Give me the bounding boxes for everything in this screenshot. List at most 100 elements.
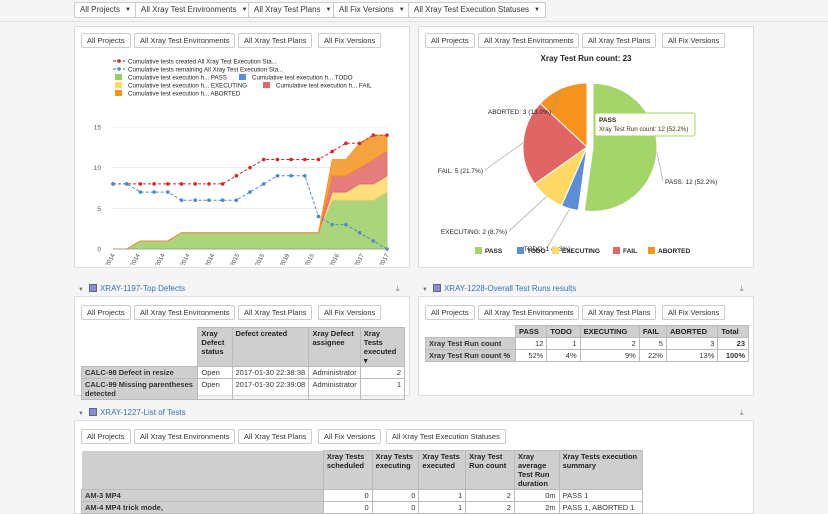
column-header: PASS (514, 325, 548, 338)
row-header[interactable]: AM-3 MP4 (81, 489, 324, 502)
row-header[interactable]: AM-4 MP4 trick mode, (81, 501, 324, 514)
row-header[interactable]: CALC-99 Missing parentheses detected (80, 378, 199, 400)
collapse-triangle-icon[interactable]: ▼ (422, 287, 428, 293)
defects-panel: All Projects All Xray Test Environments … (74, 296, 410, 400)
tests-environments-button[interactable]: All Xray Test Environments (134, 429, 236, 444)
data-point (124, 182, 129, 186)
data-point (275, 157, 280, 162)
pie-legend-box (475, 247, 482, 254)
plans-filter-dropdown[interactable]: All Xray Test Plans ▼ (248, 2, 338, 18)
data-point (152, 182, 156, 186)
panel-environments-button[interactable]: All Xray Test Environments (134, 33, 236, 48)
table-cell: 0 (371, 501, 420, 514)
pie-tooltip-text: Xray Test Run count: 12 (52.2%) (599, 126, 688, 133)
pie-plans-button[interactable]: All Xray Test Plans (582, 33, 657, 48)
x-tick-label: Nov 19 2014 (195, 253, 217, 265)
x-tick-label: Jan 16 2017 (370, 253, 391, 265)
total-cell: 100% (717, 349, 749, 362)
defects-plans-button[interactable]: All Xray Test Plans (238, 305, 313, 320)
statuses-filter-dropdown[interactable]: All Xray Test Execution Statuses ▼ (408, 2, 546, 18)
legend-label: Cumulative test execution h... PASS (128, 75, 227, 82)
defects-gadget-header[interactable]: ▼ XRAY-1197-Top Defects (78, 280, 185, 297)
row-header: Xray Test Run count % (425, 349, 516, 362)
runs-panel: All Projects All Xray Test Environments … (418, 296, 754, 396)
table-row: CALC-98 Defect in resize Open 2017-01-30… (80, 366, 406, 379)
download-icon[interactable]: ⤓ (740, 408, 744, 417)
tests-gadget-title[interactable]: XRAY-1227-List of Tests (99, 408, 186, 417)
runs-plans-button[interactable]: All Xray Test Plans (582, 305, 657, 320)
panel-projects-button[interactable]: All Projects (81, 33, 131, 48)
pie-legend-box (613, 247, 620, 254)
data-point (234, 198, 239, 202)
tests-plans-button[interactable]: All Xray Test Plans (238, 429, 313, 444)
defects-environments-button[interactable]: All Xray Test Environments (134, 305, 236, 320)
tests-versions-button[interactable]: All Fix Versions (318, 429, 382, 444)
pie-legend-label: EXECUTING (562, 248, 600, 255)
legend-color-box (115, 74, 122, 80)
chevron-down-icon: ▼ (241, 7, 248, 13)
header-corner (81, 327, 199, 367)
collapse-triangle-icon[interactable]: ▼ (78, 411, 84, 417)
data-point (357, 141, 362, 146)
defects-versions-button[interactable]: All Fix Versions (318, 305, 382, 320)
y-tick-label: 5 (97, 206, 101, 213)
column-header: Xray Tests executed (418, 450, 467, 490)
versions-filter-label: All Fix Versions (339, 5, 394, 14)
x-tick-label: Jun 22 2015 (295, 253, 316, 265)
column-header: Xray Defect status (197, 327, 233, 367)
download-icon[interactable]: ⤓ (396, 284, 400, 293)
collapse-triangle-icon[interactable]: ▼ (78, 287, 84, 293)
x-tick-label: Jan 16 2019 (270, 253, 291, 265)
download-icon[interactable]: ⤓ (740, 284, 744, 293)
table-row: Xray Test Run count 12 1 2 5 3 23 (425, 337, 749, 350)
pie-versions-button[interactable]: All Fix Versions (662, 33, 726, 48)
tests-gadget-header[interactable]: ▼ XRAY-1227-List of Tests (78, 404, 186, 421)
tests-projects-button[interactable]: All Projects (81, 429, 131, 444)
table-header-row: Xray Defect status Defect created Xray D… (81, 327, 406, 367)
table-row: AM-3 MP4 0 0 1 2 0m PASS 1 (81, 489, 644, 502)
pie-leader-line (546, 208, 570, 249)
column-header: ABORTED (665, 325, 719, 338)
table-cell: 2 (359, 366, 406, 379)
data-point (261, 182, 266, 186)
data-point (385, 133, 389, 137)
table-cell: 0 (322, 501, 373, 514)
table-row: AM-4 MP4 trick mode, 0 0 1 2 2m PASS 1, … (81, 501, 644, 514)
defects-projects-button[interactable]: All Projects (81, 305, 131, 320)
versions-filter-dropdown[interactable]: All Fix Versions ▼ (333, 2, 411, 18)
panel-versions-button[interactable]: All Fix Versions (318, 33, 382, 48)
projects-filter-dropdown[interactable]: All Projects ▼ (74, 2, 137, 18)
defects-gadget-title[interactable]: XRAY-1197-Top Defects (99, 284, 186, 293)
table-cell: 2017-01-30 22:39:08 (231, 378, 310, 400)
tests-statuses-button[interactable]: All Xray Test Execution Statuses (386, 429, 506, 444)
gadget-icon (432, 284, 441, 292)
column-header-label: Xray Tests executed (363, 329, 397, 356)
table-cell: 2 (579, 337, 640, 350)
defects-table: Xray Defect status Defect created Xray D… (80, 327, 406, 400)
legend-label: Cumulative test execution h... TODO (252, 75, 353, 82)
table-cell: 4% (546, 349, 581, 362)
table-cell: 9% (579, 349, 640, 362)
cumulative-chart-panel: All Projects All Xray Test Environments … (74, 26, 410, 268)
environments-filter-label: All Xray Test Environments (141, 5, 237, 14)
runs-gadget-title[interactable]: XRAY-1228-Overall Test Runs results (443, 284, 577, 293)
column-header-sortable[interactable]: Xray Tests executed ▾ (359, 327, 406, 367)
runs-gadget-header[interactable]: ▼ XRAY-1228-Overall Test Runs results (422, 280, 576, 297)
table-cell: 5 (638, 337, 667, 350)
environments-filter-dropdown[interactable]: All Xray Test Environments ▼ (135, 2, 254, 18)
statuses-filter-label: All Xray Test Execution Statuses (414, 5, 530, 14)
pie-environments-button[interactable]: All Xray Test Environments (478, 33, 580, 48)
pie-slice-label: EXECUTING: 2 (8.7%) (441, 229, 507, 236)
runs-environments-button[interactable]: All Xray Test Environments (478, 305, 580, 320)
column-header: EXECUTING (579, 325, 640, 338)
table-cell: 1 (546, 337, 581, 350)
data-point (371, 239, 376, 243)
row-header[interactable]: CALC-98 Defect in resize (80, 366, 199, 379)
table-cell: 52% (514, 349, 548, 362)
pie-leader-line (508, 196, 547, 232)
legend-label: Cumulative tests remaining All Xray Test… (128, 67, 284, 74)
pie-projects-button[interactable]: All Projects (425, 33, 475, 48)
runs-versions-button[interactable]: All Fix Versions (662, 305, 726, 320)
panel-plans-button[interactable]: All Xray Test Plans (238, 33, 313, 48)
runs-projects-button[interactable]: All Projects (425, 305, 475, 320)
